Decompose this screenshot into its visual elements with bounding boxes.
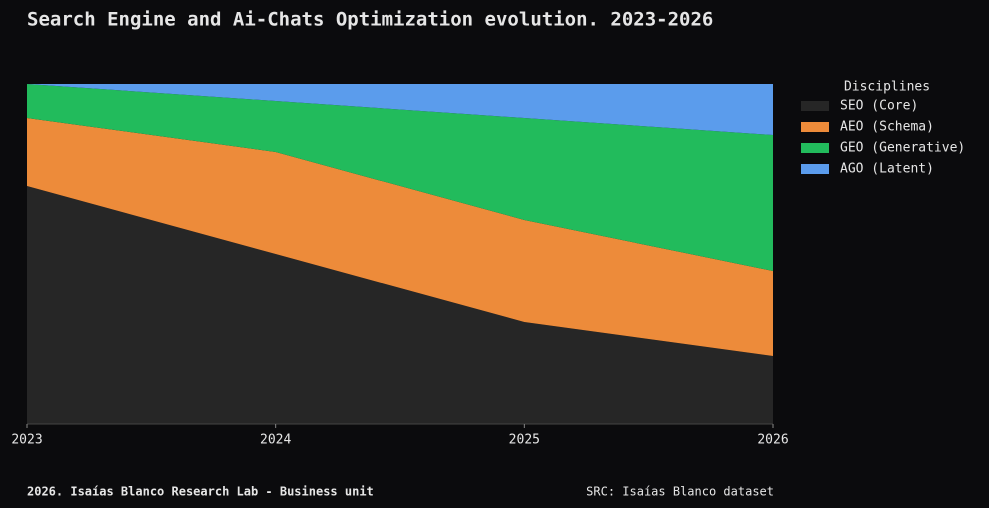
area	[27, 84, 773, 271]
legend-label: GEO (Generative)	[840, 141, 965, 156]
x-tick-label: 2025	[509, 433, 540, 448]
legend-title: Disciplines	[844, 80, 930, 95]
area	[27, 84, 773, 135]
x-tick-label: 2023	[11, 433, 42, 448]
legend-swatch	[801, 164, 829, 174]
legend-swatch	[801, 143, 829, 153]
chart-title: Search Engine and Ai-Chats Optimization …	[27, 9, 713, 31]
area	[27, 186, 773, 424]
legend-swatch	[801, 101, 829, 111]
area	[27, 118, 773, 356]
legend-label: AEO (Schema)	[840, 120, 934, 135]
x-tick-label: 2026	[757, 433, 788, 448]
legend-label: AGO (Latent)	[840, 162, 934, 177]
legend-swatch	[801, 122, 829, 132]
legend-label: SEO (Core)	[840, 99, 918, 114]
footer-left: 2026. Isaías Blanco Research Lab - Busin…	[27, 485, 374, 499]
footer-right: SRC: Isaías Blanco dataset	[586, 485, 774, 499]
x-tick-label: 2024	[260, 433, 291, 448]
